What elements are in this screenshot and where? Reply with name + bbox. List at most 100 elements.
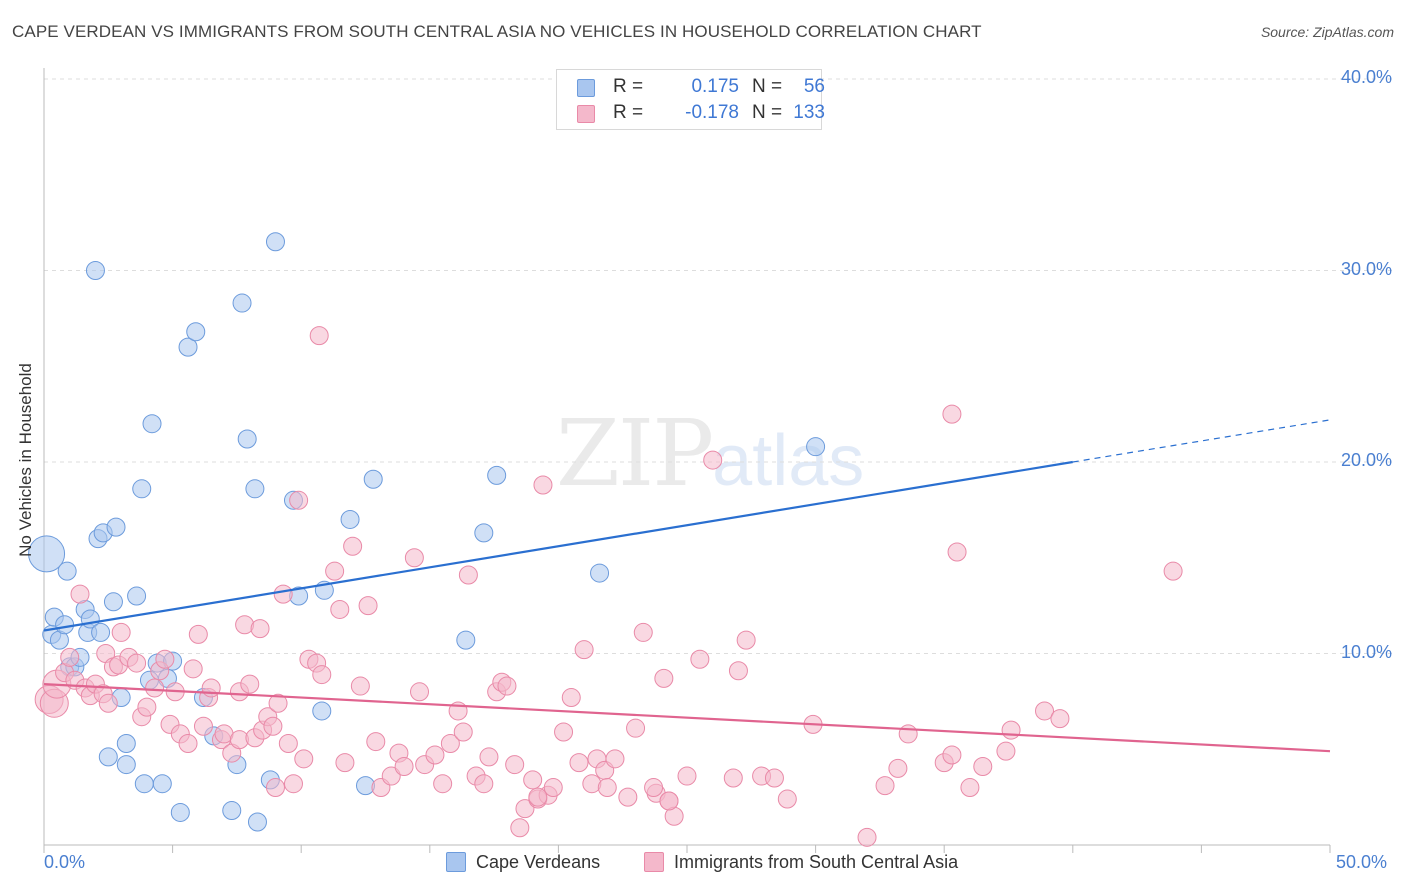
trend-line-extension bbox=[1072, 419, 1331, 463]
stats-r-label: R = bbox=[613, 102, 644, 123]
cape-verdean-point bbox=[103, 592, 123, 612]
immigrant-point bbox=[875, 776, 895, 796]
cape-verdean-point bbox=[106, 517, 126, 537]
legend-swatch-pink bbox=[644, 852, 664, 872]
stats-r-value: -0.178 bbox=[685, 102, 739, 123]
immigrant-point bbox=[155, 649, 175, 669]
immigrant-point bbox=[523, 770, 543, 790]
immigrant-point bbox=[127, 653, 147, 673]
watermark: ZIPatlas bbox=[556, 400, 864, 507]
immigrant-point bbox=[410, 682, 430, 702]
y-tick-label: 10.0% bbox=[1340, 641, 1392, 662]
cape-verdean-point bbox=[170, 802, 190, 822]
cape-verdean-point bbox=[222, 801, 242, 821]
immigrant-point bbox=[70, 584, 90, 604]
cape-verdean-point bbox=[178, 337, 198, 357]
immigrant-point bbox=[188, 624, 208, 644]
immigrant-point bbox=[193, 716, 213, 736]
cape-verdean-point bbox=[312, 701, 332, 721]
immigrant-point bbox=[561, 688, 581, 708]
immigrant-point bbox=[703, 450, 723, 470]
immigrant-point bbox=[433, 774, 453, 794]
cape-verdean-point bbox=[116, 755, 136, 775]
immigrant-point bbox=[605, 749, 625, 769]
legend-label: Cape Verdeans bbox=[476, 852, 601, 872]
cape-verdean-point bbox=[247, 812, 267, 832]
immigrant-point bbox=[898, 724, 918, 744]
immigrant-point bbox=[510, 818, 530, 838]
immigrant-point bbox=[574, 640, 594, 660]
cape-verdean-point bbox=[265, 232, 285, 252]
legend-item-cape-verdeans[interactable]: Cape Verdeans bbox=[446, 852, 600, 873]
cape-verdean-point bbox=[237, 429, 257, 449]
immigrant-point bbox=[273, 584, 293, 604]
cape-verdean-point bbox=[28, 535, 66, 573]
stats-n-label: N = bbox=[752, 102, 783, 123]
immigrant-point bbox=[394, 756, 414, 776]
immigrant-point bbox=[335, 753, 355, 773]
cape-verdean-point bbox=[474, 523, 494, 543]
immigrant-point bbox=[111, 622, 131, 642]
watermark-zip: ZIP bbox=[556, 400, 714, 507]
watermark-atlas: atlas bbox=[712, 421, 865, 501]
chart-title: CAPE VERDEAN VS IMMIGRANTS FROM SOUTH CE… bbox=[12, 22, 982, 41]
immigrant-point bbox=[857, 827, 877, 847]
stats-r-value: 0.175 bbox=[691, 76, 739, 97]
x-tick-label-max: 50.0% bbox=[1336, 852, 1388, 872]
x-tick-label-min: 0.0% bbox=[44, 852, 86, 872]
immigrant-point bbox=[381, 766, 401, 786]
cape-verdean-point bbox=[55, 615, 75, 635]
stats-n-value: 56 bbox=[803, 76, 825, 97]
trend-line-cape-verdeans bbox=[43, 460, 1073, 632]
immigrant-point bbox=[618, 787, 638, 807]
immigrant-point bbox=[497, 676, 517, 696]
immigrant-point bbox=[60, 647, 80, 667]
immigrant-point bbox=[515, 799, 535, 819]
immigrant-point bbox=[263, 716, 283, 736]
immigrant-point bbox=[947, 542, 967, 562]
immigrant-point bbox=[554, 722, 574, 742]
source-label: Source: ZipAtlas.com bbox=[1260, 24, 1394, 40]
immigrant-point bbox=[268, 693, 288, 713]
immigrant-point bbox=[633, 622, 653, 642]
y-tick-label: 40.0% bbox=[1340, 67, 1392, 87]
immigrant-point bbox=[343, 536, 363, 556]
y-tick-label: 20.0% bbox=[1340, 450, 1392, 470]
immigrant-point bbox=[569, 753, 589, 773]
cape-verdean-point bbox=[186, 322, 206, 342]
cape-verdean-point bbox=[132, 479, 152, 499]
immigrant-point bbox=[996, 741, 1016, 761]
y-tick-label: 30.0% bbox=[1340, 258, 1392, 279]
legend-swatch-blue bbox=[446, 852, 466, 872]
cape-verdean-point bbox=[57, 561, 77, 581]
immigrant-point bbox=[425, 745, 445, 765]
immigrant-point bbox=[289, 490, 309, 510]
immigrant-point bbox=[533, 475, 553, 495]
immigrant-point bbox=[137, 697, 157, 717]
cape-verdean-point bbox=[806, 437, 826, 457]
immigrant-point bbox=[659, 791, 679, 811]
immigrant-point bbox=[350, 676, 370, 696]
legend-item-immigrants[interactable]: Immigrants from South Central Asia bbox=[644, 852, 958, 873]
immigrant-point bbox=[1035, 701, 1055, 721]
immigrant-point bbox=[723, 768, 743, 788]
immigrant-point bbox=[888, 758, 908, 778]
immigrant-point bbox=[690, 649, 710, 669]
immigrant-point bbox=[479, 747, 499, 767]
immigrant-point bbox=[309, 326, 329, 346]
legend-label: Immigrants from South Central Asia bbox=[674, 852, 959, 872]
immigrant-point bbox=[505, 755, 525, 775]
cape-verdean-point bbox=[91, 622, 111, 642]
immigrant-point bbox=[366, 732, 386, 752]
y-axis-label: No Vehicles in Household bbox=[16, 363, 35, 557]
immigrant-point bbox=[677, 766, 697, 786]
immigrant-point bbox=[458, 565, 478, 585]
cape-verdean-point bbox=[85, 261, 105, 280]
immigrant-point bbox=[358, 596, 378, 616]
cape-verdean-point bbox=[127, 586, 147, 606]
cape-verdean-point bbox=[152, 774, 172, 794]
immigrant-point bbox=[543, 778, 563, 798]
stats-n-label: N = bbox=[752, 76, 783, 97]
immigrant-point bbox=[728, 661, 748, 681]
